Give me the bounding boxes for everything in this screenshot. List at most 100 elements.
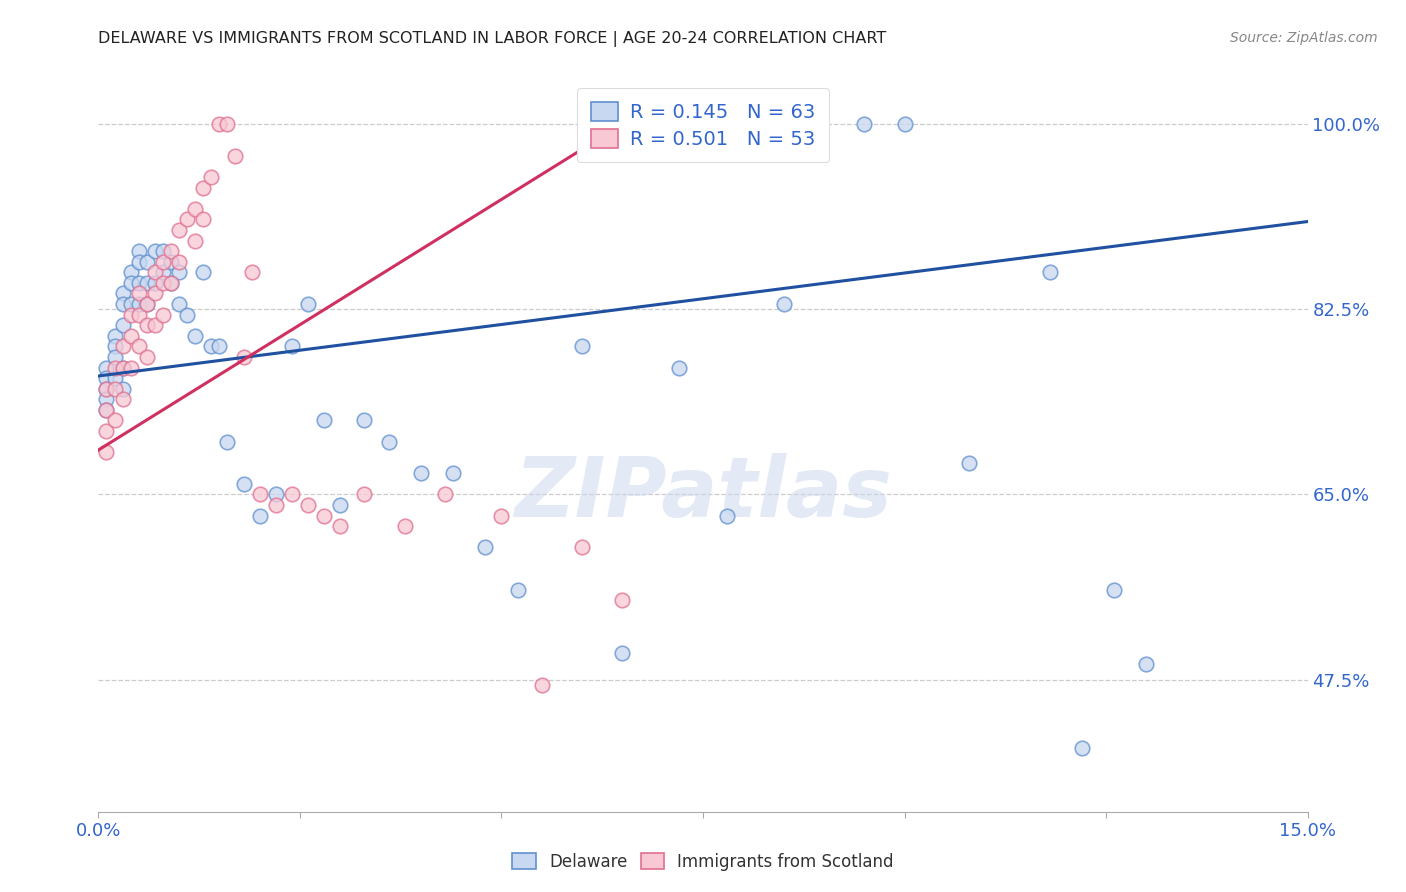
Point	[240, 265, 263, 279]
Point	[506, 582, 529, 597]
Point	[224, 149, 246, 163]
Point	[264, 487, 287, 501]
Point	[103, 413, 125, 427]
Point	[1102, 582, 1125, 597]
Point	[217, 434, 239, 449]
Point	[409, 467, 432, 481]
Point	[249, 487, 271, 501]
Point	[1135, 657, 1157, 671]
Point	[200, 339, 222, 353]
Point	[249, 508, 271, 523]
Point	[957, 456, 980, 470]
Point	[120, 328, 142, 343]
Point	[314, 508, 336, 523]
Point	[232, 350, 254, 364]
Point	[128, 254, 150, 268]
Point	[264, 498, 287, 512]
Point	[135, 254, 157, 268]
Point	[143, 286, 166, 301]
Point	[103, 371, 125, 385]
Point	[135, 297, 157, 311]
Point	[103, 328, 125, 343]
Point	[128, 339, 150, 353]
Point	[167, 254, 190, 268]
Point	[208, 339, 231, 353]
Point	[200, 170, 222, 185]
Point	[530, 678, 553, 692]
Point	[111, 360, 134, 375]
Point	[96, 424, 118, 438]
Point	[772, 297, 794, 311]
Point	[143, 318, 166, 333]
Point	[160, 244, 183, 259]
Point	[167, 265, 190, 279]
Point	[96, 402, 118, 417]
Text: Source: ZipAtlas.com: Source: ZipAtlas.com	[1230, 31, 1378, 45]
Point	[103, 360, 125, 375]
Point	[128, 297, 150, 311]
Point	[329, 498, 352, 512]
Point	[120, 276, 142, 290]
Point	[184, 328, 207, 343]
Point	[353, 413, 375, 427]
Point	[208, 117, 231, 131]
Point	[135, 350, 157, 364]
Point	[441, 467, 464, 481]
Point	[128, 308, 150, 322]
Point	[120, 360, 142, 375]
Point	[135, 318, 157, 333]
Point	[167, 297, 190, 311]
Point	[96, 445, 118, 459]
Point	[491, 508, 513, 523]
Point	[152, 254, 174, 268]
Point	[184, 234, 207, 248]
Point	[297, 297, 319, 311]
Point	[135, 297, 157, 311]
Point	[893, 117, 915, 131]
Point	[96, 382, 118, 396]
Point	[152, 308, 174, 322]
Point	[853, 117, 876, 131]
Point	[474, 541, 496, 555]
Point	[571, 339, 593, 353]
Text: ZIPatlas: ZIPatlas	[515, 453, 891, 534]
Point	[120, 297, 142, 311]
Point	[96, 382, 118, 396]
Point	[111, 360, 134, 375]
Point	[716, 508, 738, 523]
Point	[152, 265, 174, 279]
Point	[128, 276, 150, 290]
Point	[96, 392, 118, 407]
Legend: Delaware, Immigrants from Scotland: Delaware, Immigrants from Scotland	[503, 845, 903, 880]
Point	[143, 276, 166, 290]
Point	[111, 286, 134, 301]
Point	[571, 541, 593, 555]
Point	[193, 180, 215, 194]
Point	[1039, 265, 1062, 279]
Point	[612, 646, 634, 660]
Point	[184, 202, 207, 216]
Point	[103, 339, 125, 353]
Point	[377, 434, 399, 449]
Point	[111, 382, 134, 396]
Point	[103, 350, 125, 364]
Legend: R = 0.145   N = 63, R = 0.501   N = 53: R = 0.145 N = 63, R = 0.501 N = 53	[578, 88, 828, 162]
Point	[434, 487, 457, 501]
Point	[1070, 741, 1092, 756]
Point	[103, 382, 125, 396]
Point	[394, 519, 416, 533]
Point	[96, 371, 118, 385]
Point	[176, 212, 198, 227]
Point	[297, 498, 319, 512]
Point	[281, 339, 304, 353]
Point	[217, 117, 239, 131]
Point	[143, 244, 166, 259]
Point	[160, 276, 183, 290]
Point	[128, 244, 150, 259]
Text: DELAWARE VS IMMIGRANTS FROM SCOTLAND IN LABOR FORCE | AGE 20-24 CORRELATION CHAR: DELAWARE VS IMMIGRANTS FROM SCOTLAND IN …	[98, 31, 887, 47]
Point	[96, 360, 118, 375]
Point	[96, 402, 118, 417]
Point	[111, 297, 134, 311]
Point	[111, 392, 134, 407]
Point	[314, 413, 336, 427]
